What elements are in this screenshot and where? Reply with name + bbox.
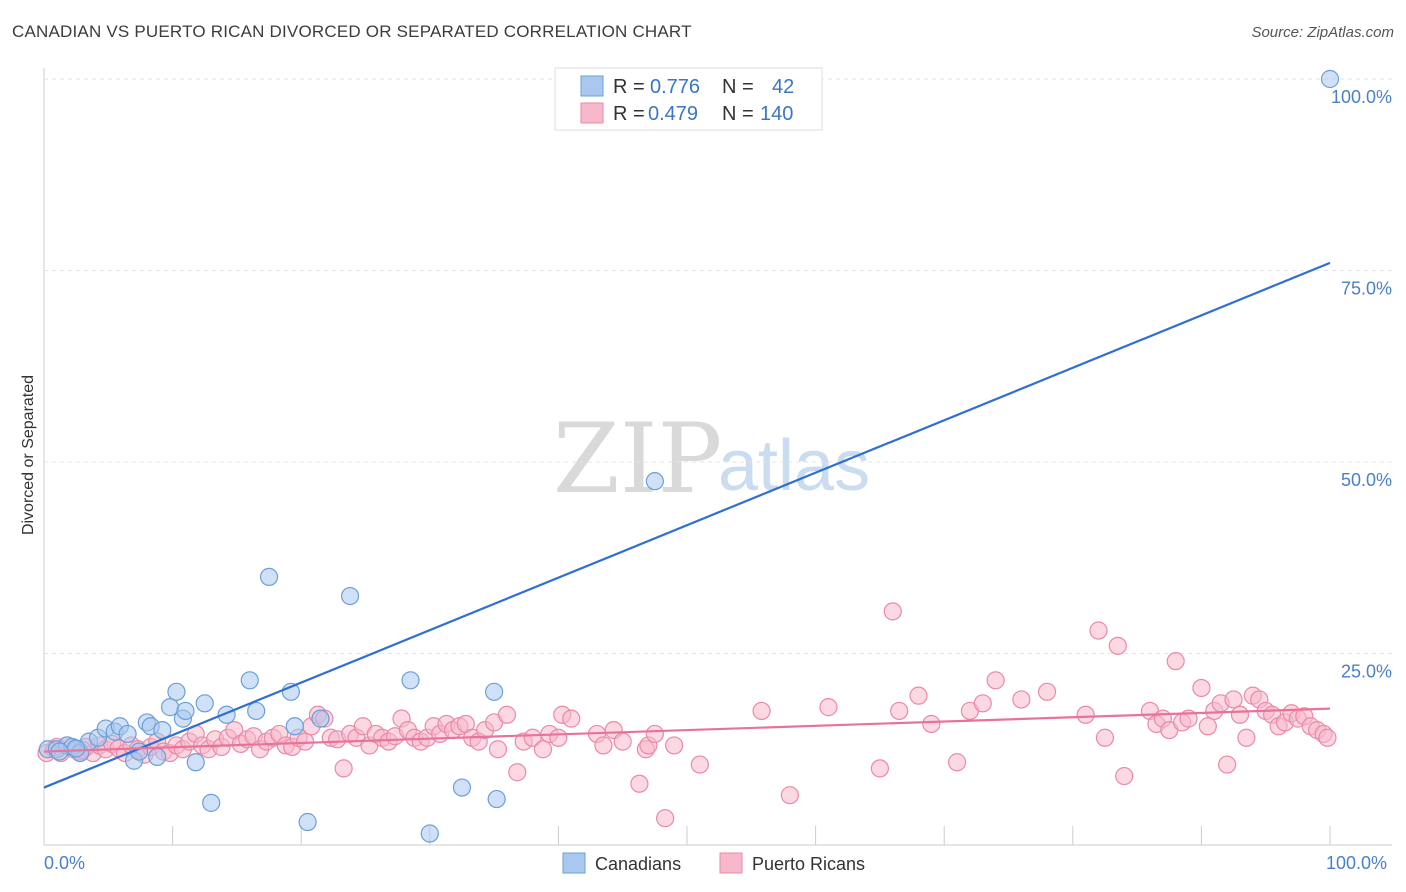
- point-puerto-ricans-123: [1230, 705, 1250, 724]
- bottom-legend-canadians: Canadians: [595, 854, 681, 874]
- x-tick-label-min: 0.0%: [44, 853, 85, 873]
- point-puerto-ricans-92: [780, 786, 799, 805]
- chart-title: CANADIAN VS PUERTO RICAN DIVORCED OR SEP…: [12, 22, 692, 41]
- y-tick-label-25: 25.0%: [1341, 662, 1392, 682]
- point-canadians-20: [176, 701, 195, 721]
- point-puerto-ricans-114: [1166, 652, 1185, 671]
- point-puerto-ricans-87: [645, 724, 664, 744]
- trendline-puerto-ricans: [43, 707, 1331, 753]
- point-canadians-27: [259, 567, 279, 587]
- point-puerto-ricans-70: [488, 740, 508, 759]
- point-puerto-ricans-91: [752, 701, 771, 721]
- point-puerto-ricans-106: [1089, 621, 1108, 640]
- point-puerto-ricans-124: [1237, 728, 1256, 747]
- bottom-legend-puerto-ricans: Puerto Ricans: [752, 854, 865, 874]
- legend-r-label-0: R =: [613, 76, 645, 98]
- point-canadians-15: [148, 747, 167, 767]
- legend-n-label-0: N =: [722, 76, 754, 98]
- point-puerto-ricans-137: [1318, 728, 1337, 747]
- gridlines: [44, 78, 1392, 654]
- legend-n-label-1: N =: [722, 103, 754, 125]
- bottom-legend-swatch-puerto-ricans: [719, 852, 743, 874]
- y-tick-label-50: 50.0%: [1341, 470, 1392, 490]
- point-puerto-ricans-89: [665, 736, 684, 755]
- point-puerto-ricans-99: [947, 753, 967, 772]
- source-label: Source: ZipAtlas.com: [1251, 24, 1394, 41]
- point-puerto-ricans-77: [549, 728, 568, 747]
- point-canadians-36: [485, 682, 504, 701]
- point-puerto-ricans-98: [922, 714, 941, 734]
- point-canadians-26: [247, 701, 266, 721]
- point-puerto-ricans-118: [1198, 717, 1217, 736]
- point-puerto-ricans-97: [909, 686, 928, 705]
- point-puerto-ricans-105: [1076, 705, 1095, 724]
- point-puerto-ricans-107: [1095, 728, 1115, 747]
- bottom-legend-swatch-canadians: [562, 852, 586, 874]
- point-puerto-ricans-108: [1108, 636, 1127, 655]
- point-puerto-ricans-121: [1218, 755, 1237, 774]
- point-puerto-ricans-96: [890, 701, 909, 721]
- y-tick-label-100: 100.0%: [1331, 87, 1392, 107]
- legend-n-value-1: 140: [760, 103, 793, 125]
- x-ticks: [172, 826, 1331, 845]
- point-canadians-33: [401, 671, 420, 690]
- legend-r-label-1: R =: [613, 103, 645, 125]
- point-puerto-ricans-95: [883, 602, 902, 621]
- point-puerto-ricans-93: [819, 698, 838, 717]
- point-canadians-18: [167, 682, 186, 701]
- point-puerto-ricans-75: [533, 740, 553, 759]
- y-tick-label-75: 75.0%: [1341, 279, 1392, 299]
- legend-swatch-puerto-ricans: [580, 102, 604, 124]
- point-puerto-ricans-109: [1115, 766, 1134, 786]
- point-puerto-ricans-72: [508, 763, 527, 782]
- point-canadians-38: [645, 472, 664, 491]
- watermark-atlas: atlas: [718, 426, 870, 506]
- point-canadians-30: [298, 812, 317, 832]
- bottom-legend: Canadians Puerto Ricans: [562, 852, 865, 874]
- canadians-points: [38, 69, 1340, 843]
- point-puerto-ricans-79: [562, 709, 581, 728]
- trendline-canadians: [43, 261, 1331, 789]
- legend-n-value-0: 42: [772, 76, 794, 98]
- point-puerto-ricans-104: [1037, 682, 1057, 701]
- point-puerto-ricans-84: [630, 774, 649, 793]
- point-canadians-31: [311, 709, 330, 728]
- point-puerto-ricans-46: [334, 759, 353, 778]
- point-puerto-ricans-103: [1012, 690, 1031, 709]
- point-canadians-34: [420, 824, 439, 843]
- point-puerto-ricans-122: [1224, 690, 1243, 709]
- legend-r-value-0: 0.776: [650, 76, 700, 98]
- point-puerto-ricans-90: [690, 755, 709, 774]
- watermark-zip: ZIP: [553, 403, 722, 515]
- y-tick-labels: 25.0% 50.0% 75.0% 100.0%: [1331, 87, 1392, 682]
- legend: R = 0.776 N = 42 R = 0.479 N = 140: [554, 67, 823, 131]
- point-canadians-41: [67, 739, 86, 758]
- point-puerto-ricans-83: [613, 732, 632, 751]
- legend-swatch-canadians: [580, 75, 604, 97]
- point-canadians-29: [285, 717, 304, 736]
- x-tick-label-max: 100.0%: [1326, 853, 1387, 873]
- legend-r-value-1: 0.479: [648, 103, 698, 125]
- point-canadians-35: [452, 778, 472, 797]
- point-canadians-25: [240, 671, 259, 690]
- point-canadians-39: [1320, 69, 1340, 89]
- point-puerto-ricans-88: [656, 809, 675, 828]
- point-puerto-ricans-81: [594, 736, 613, 755]
- point-puerto-ricans-101: [973, 694, 992, 713]
- point-puerto-ricans-102: [986, 671, 1005, 690]
- point-canadians-10: [118, 724, 137, 744]
- point-canadians-23: [202, 793, 221, 812]
- y-axis-label: Divorced or Separated: [20, 375, 37, 535]
- point-puerto-ricans-117: [1192, 678, 1211, 698]
- point-puerto-ricans-71: [497, 705, 517, 724]
- point-canadians-37: [487, 789, 506, 809]
- point-puerto-ricans-94: [870, 759, 890, 778]
- point-canadians-32: [340, 586, 360, 606]
- point-canadians-21: [186, 753, 205, 772]
- trendlines: [43, 261, 1331, 789]
- point-canadians-22: [195, 694, 214, 713]
